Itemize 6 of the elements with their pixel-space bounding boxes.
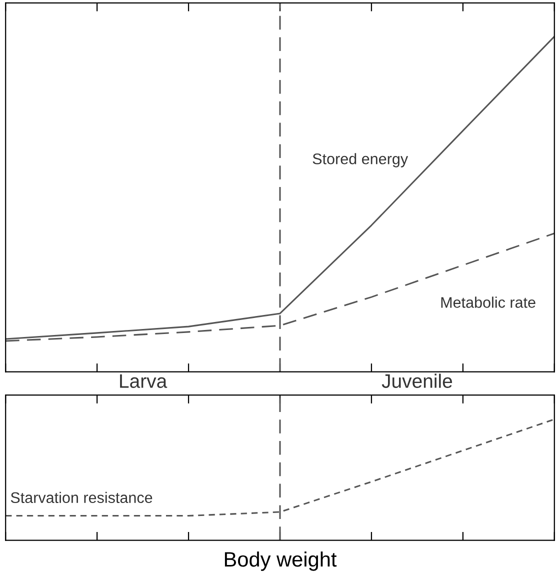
text: Larva	[120, 374, 168, 388]
text: Juvenile	[382, 374, 452, 388]
series-label: Metabolic rate	[441, 296, 536, 308]
x-axis-title: Body weight	[224, 551, 337, 571]
series-label: Stored energy	[312, 153, 408, 168]
series-label: Starvation resistance	[10, 492, 152, 504]
